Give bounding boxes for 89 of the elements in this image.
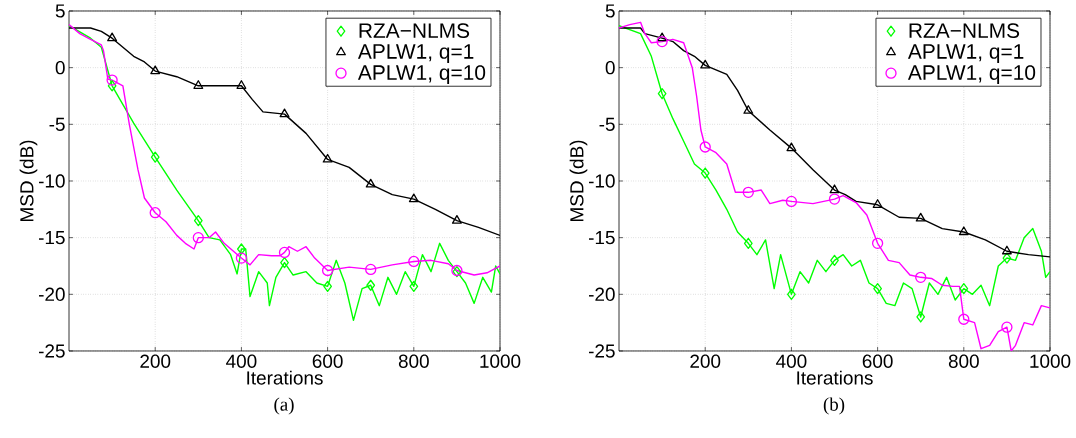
y-tick-label: -5: [599, 117, 615, 131]
point: [279, 108, 290, 118]
point: [193, 80, 204, 89]
x-tick-label: 600: [862, 354, 893, 368]
point: [106, 74, 118, 86]
point: [786, 142, 797, 152]
legend-label: APLW1, q=10: [357, 65, 486, 85]
point: [408, 255, 420, 268]
y-tick-label: -20: [38, 287, 65, 302]
point: [828, 193, 841, 205]
y-tick-label: 5: [55, 4, 65, 18]
y-tick-label: -15: [588, 231, 615, 245]
line-series: [69, 25, 501, 322]
x-tick-label: 800: [948, 354, 979, 368]
y-axis-title: MSD (dB): [569, 140, 588, 221]
x-tick-label: 200: [690, 354, 721, 368]
point: [278, 246, 291, 259]
point: [785, 195, 798, 208]
y-tick-label: -15: [38, 231, 65, 245]
point: [915, 212, 926, 222]
point: [235, 252, 248, 264]
point: [742, 186, 754, 198]
legend-label: RZA−NLMS: [359, 23, 470, 38]
y-tick-label: -20: [588, 287, 615, 302]
point: [323, 280, 333, 293]
x-axis-title: Iterations: [247, 370, 323, 385]
line-series: [69, 23, 501, 276]
point: [451, 215, 462, 224]
point: [700, 167, 710, 179]
point: [365, 178, 376, 188]
point: [959, 283, 969, 295]
y-axis-title: MSD (dB): [19, 140, 38, 221]
x-tick-label: 200: [140, 354, 171, 368]
x-tick-label: 800: [398, 354, 429, 368]
point: [408, 193, 419, 203]
point: [700, 59, 711, 69]
x-tick-label: 400: [226, 354, 257, 368]
point: [150, 65, 161, 75]
point: [657, 32, 668, 42]
point: [958, 313, 970, 325]
x-tick-label: 400: [776, 354, 807, 368]
point: [829, 184, 840, 194]
legend-label: RZA−NLMS: [909, 23, 1020, 38]
point: [871, 237, 884, 249]
y-tick-label: 5: [605, 4, 615, 18]
point: [656, 35, 668, 48]
point: [365, 263, 377, 276]
point: [872, 199, 883, 208]
point: [192, 232, 204, 244]
point: [657, 88, 667, 100]
legend-label: APLW1, q=1: [907, 44, 1024, 64]
point: [150, 151, 160, 163]
point: [1001, 245, 1012, 255]
y-tick-label: -10: [588, 174, 615, 188]
y-tick-label: -10: [38, 174, 65, 188]
point: [1001, 321, 1013, 333]
y-tick-label: 0: [55, 60, 65, 75]
x-tick-label: 600: [312, 354, 343, 368]
point: [743, 237, 753, 249]
point: [1002, 252, 1012, 264]
point: [958, 226, 969, 236]
legend-label: APLW1, q=1: [357, 44, 474, 64]
x-tick-label: 1000: [480, 354, 521, 368]
point: [237, 243, 246, 255]
y-tick-label: 0: [605, 60, 615, 75]
point: [321, 264, 334, 277]
x-axis-title: Iterations: [797, 370, 873, 385]
point: [322, 153, 333, 163]
point: [915, 271, 927, 283]
point: [236, 80, 247, 89]
point: [107, 80, 117, 92]
point: [107, 32, 118, 42]
point: [699, 141, 711, 153]
text: (a): [274, 397, 294, 415]
text: (b): [823, 397, 845, 415]
point: [149, 207, 161, 219]
x-tick-label: 1000: [1030, 354, 1071, 368]
point: [409, 280, 419, 293]
point: [830, 254, 839, 266]
point: [873, 283, 883, 295]
point: [916, 311, 926, 323]
y-tick-label: -25: [588, 344, 615, 358]
point: [743, 105, 754, 114]
y-tick-label: -25: [38, 344, 65, 358]
y-tick-label: -5: [49, 117, 65, 131]
point: [193, 215, 203, 227]
legend-label: APLW1, q=10: [907, 65, 1036, 85]
point: [366, 279, 376, 291]
point: [787, 288, 796, 300]
